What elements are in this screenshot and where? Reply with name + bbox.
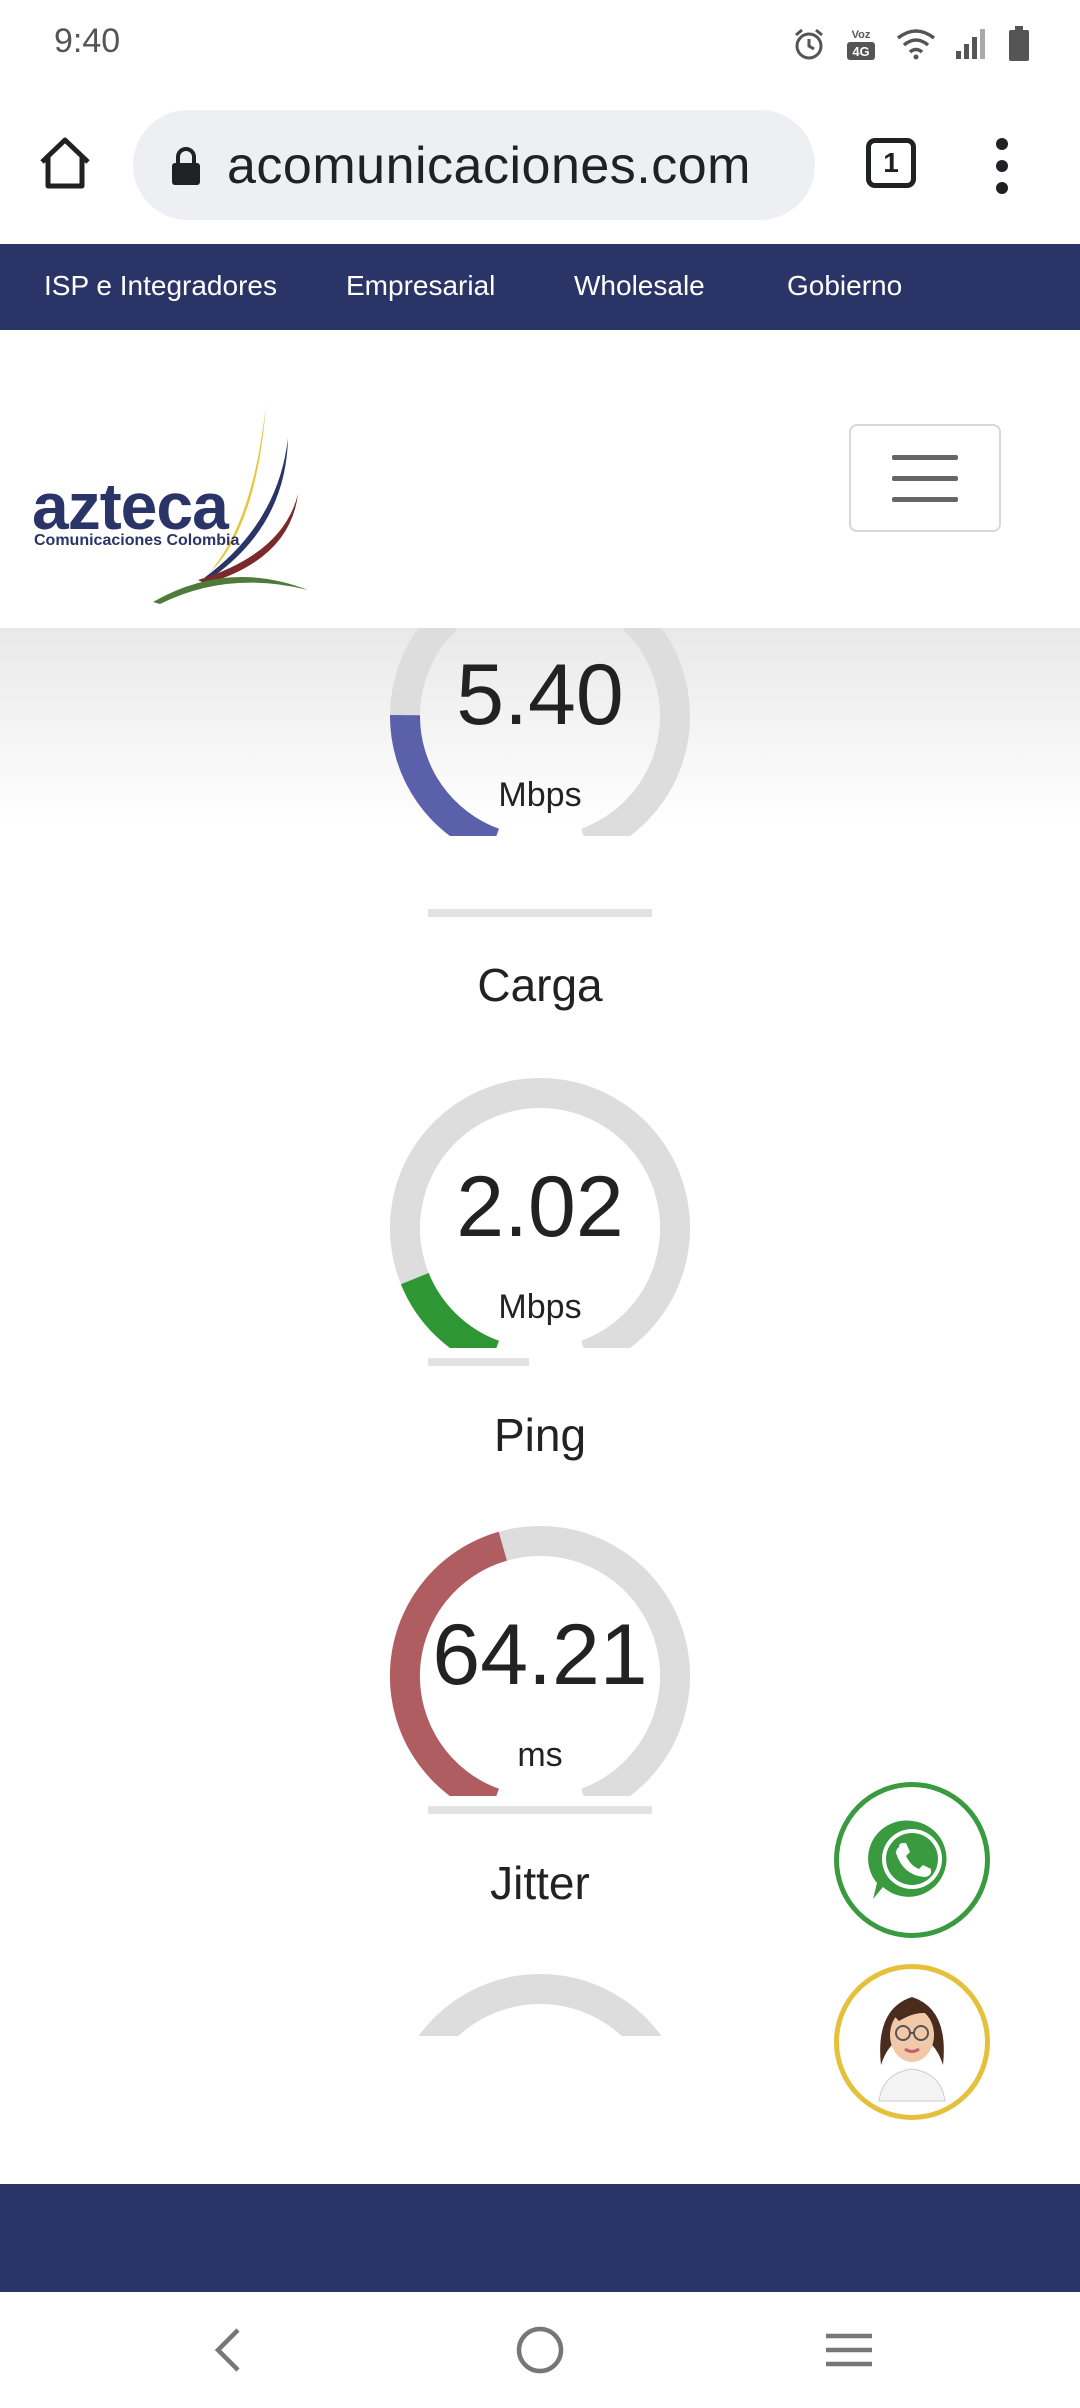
virtual-assistant-button[interactable] [834,1964,990,2120]
hamburger-line-icon [892,496,958,502]
logo-name: azteca [32,469,229,543]
system-navigation-bar [0,2292,1080,2408]
site-top-nav: ISP e Integradores Empresarial Wholesale… [0,244,1080,330]
gauge-value: 5.40 [456,647,624,743]
gauge-track [418,1974,662,2036]
scroll-shadow [0,628,1080,828]
gauge-value: 2.02 [456,1159,624,1255]
site-header: azteca Comunicaciones Colombia [0,330,1080,628]
logo-subtitle: Comunicaciones Colombia [34,532,240,549]
volte-label-top: Voz [852,29,871,41]
site-footer-band [0,2184,1080,2292]
gauge-fill [389,1531,508,1796]
signal-icon [956,29,985,59]
nav-item-gobierno[interactable]: Gobierno [787,270,903,301]
speedtest-panel: 5.40 Mbps Carga 2.02 Mbps Ping 64.21 ms … [0,628,1080,2036]
status-bar: 9:40 Voz 4G [0,0,1080,88]
tab-switcher-button[interactable]: 1 [866,138,916,188]
gauge-progress-bar [428,1806,652,1814]
home-circle-icon[interactable] [514,2324,566,2376]
gauge-download: 5.40 Mbps [300,628,780,876]
gauge-upload: 2.02 Mbps [300,1028,780,1388]
hamburger-line-icon [892,475,958,481]
gauge-title: Carga [477,959,603,1011]
volte-label-bottom: 4G [852,44,869,59]
browser-toolbar: acomunicaciones.com 1 [0,88,1080,244]
gauge-ping: 64.21 ms [300,1476,780,1836]
gauge-track [390,1078,690,1348]
whatsapp-icon [868,1820,947,1899]
url-text[interactable]: acomunicaciones.com [227,137,751,195]
gauge-title: Jitter [490,1857,590,1909]
back-icon[interactable] [208,2326,248,2374]
lock-icon [172,147,200,185]
nav-item-empresarial[interactable]: Empresarial [346,270,496,301]
whatsapp-button[interactable] [834,1782,990,1938]
hamburger-line-icon [892,454,958,460]
gauge-progress-bar [428,1358,529,1366]
gauge-value: 64.21 [432,1607,648,1703]
gauge-title: Ping [493,1409,587,1461]
nav-item-wholesale[interactable]: Wholesale [574,270,705,301]
battery-icon [1009,26,1029,61]
gauge-progress-bar [428,909,652,917]
more-vert-icon[interactable] [990,132,1014,200]
logo[interactable]: azteca Comunicaciones Colombia [28,364,328,604]
volte-icon: Voz 4G [847,29,875,60]
url-bar[interactable]: acomunicaciones.com [133,110,815,220]
home-icon[interactable] [36,134,94,192]
assistant-avatar-icon [878,1997,946,2102]
gauge-fill [389,714,500,836]
wifi-icon [896,29,936,60]
gauge-jitter [300,1924,780,2036]
alarm-icon [795,28,823,60]
status-icons: Voz 4G [792,24,1030,64]
gauge-fill [400,1272,500,1348]
gauge-unit: ms [517,1736,563,1774]
recents-icon[interactable] [822,2328,876,2372]
nav-item-isp[interactable]: ISP e Integradores [44,270,277,301]
status-time: 9:40 [54,22,121,60]
hamburger-menu-button[interactable] [849,424,1001,532]
gauge-unit: Mbps [498,1288,582,1326]
gauge-unit: Mbps [498,776,582,814]
logo-swoosh-icon [153,404,308,604]
